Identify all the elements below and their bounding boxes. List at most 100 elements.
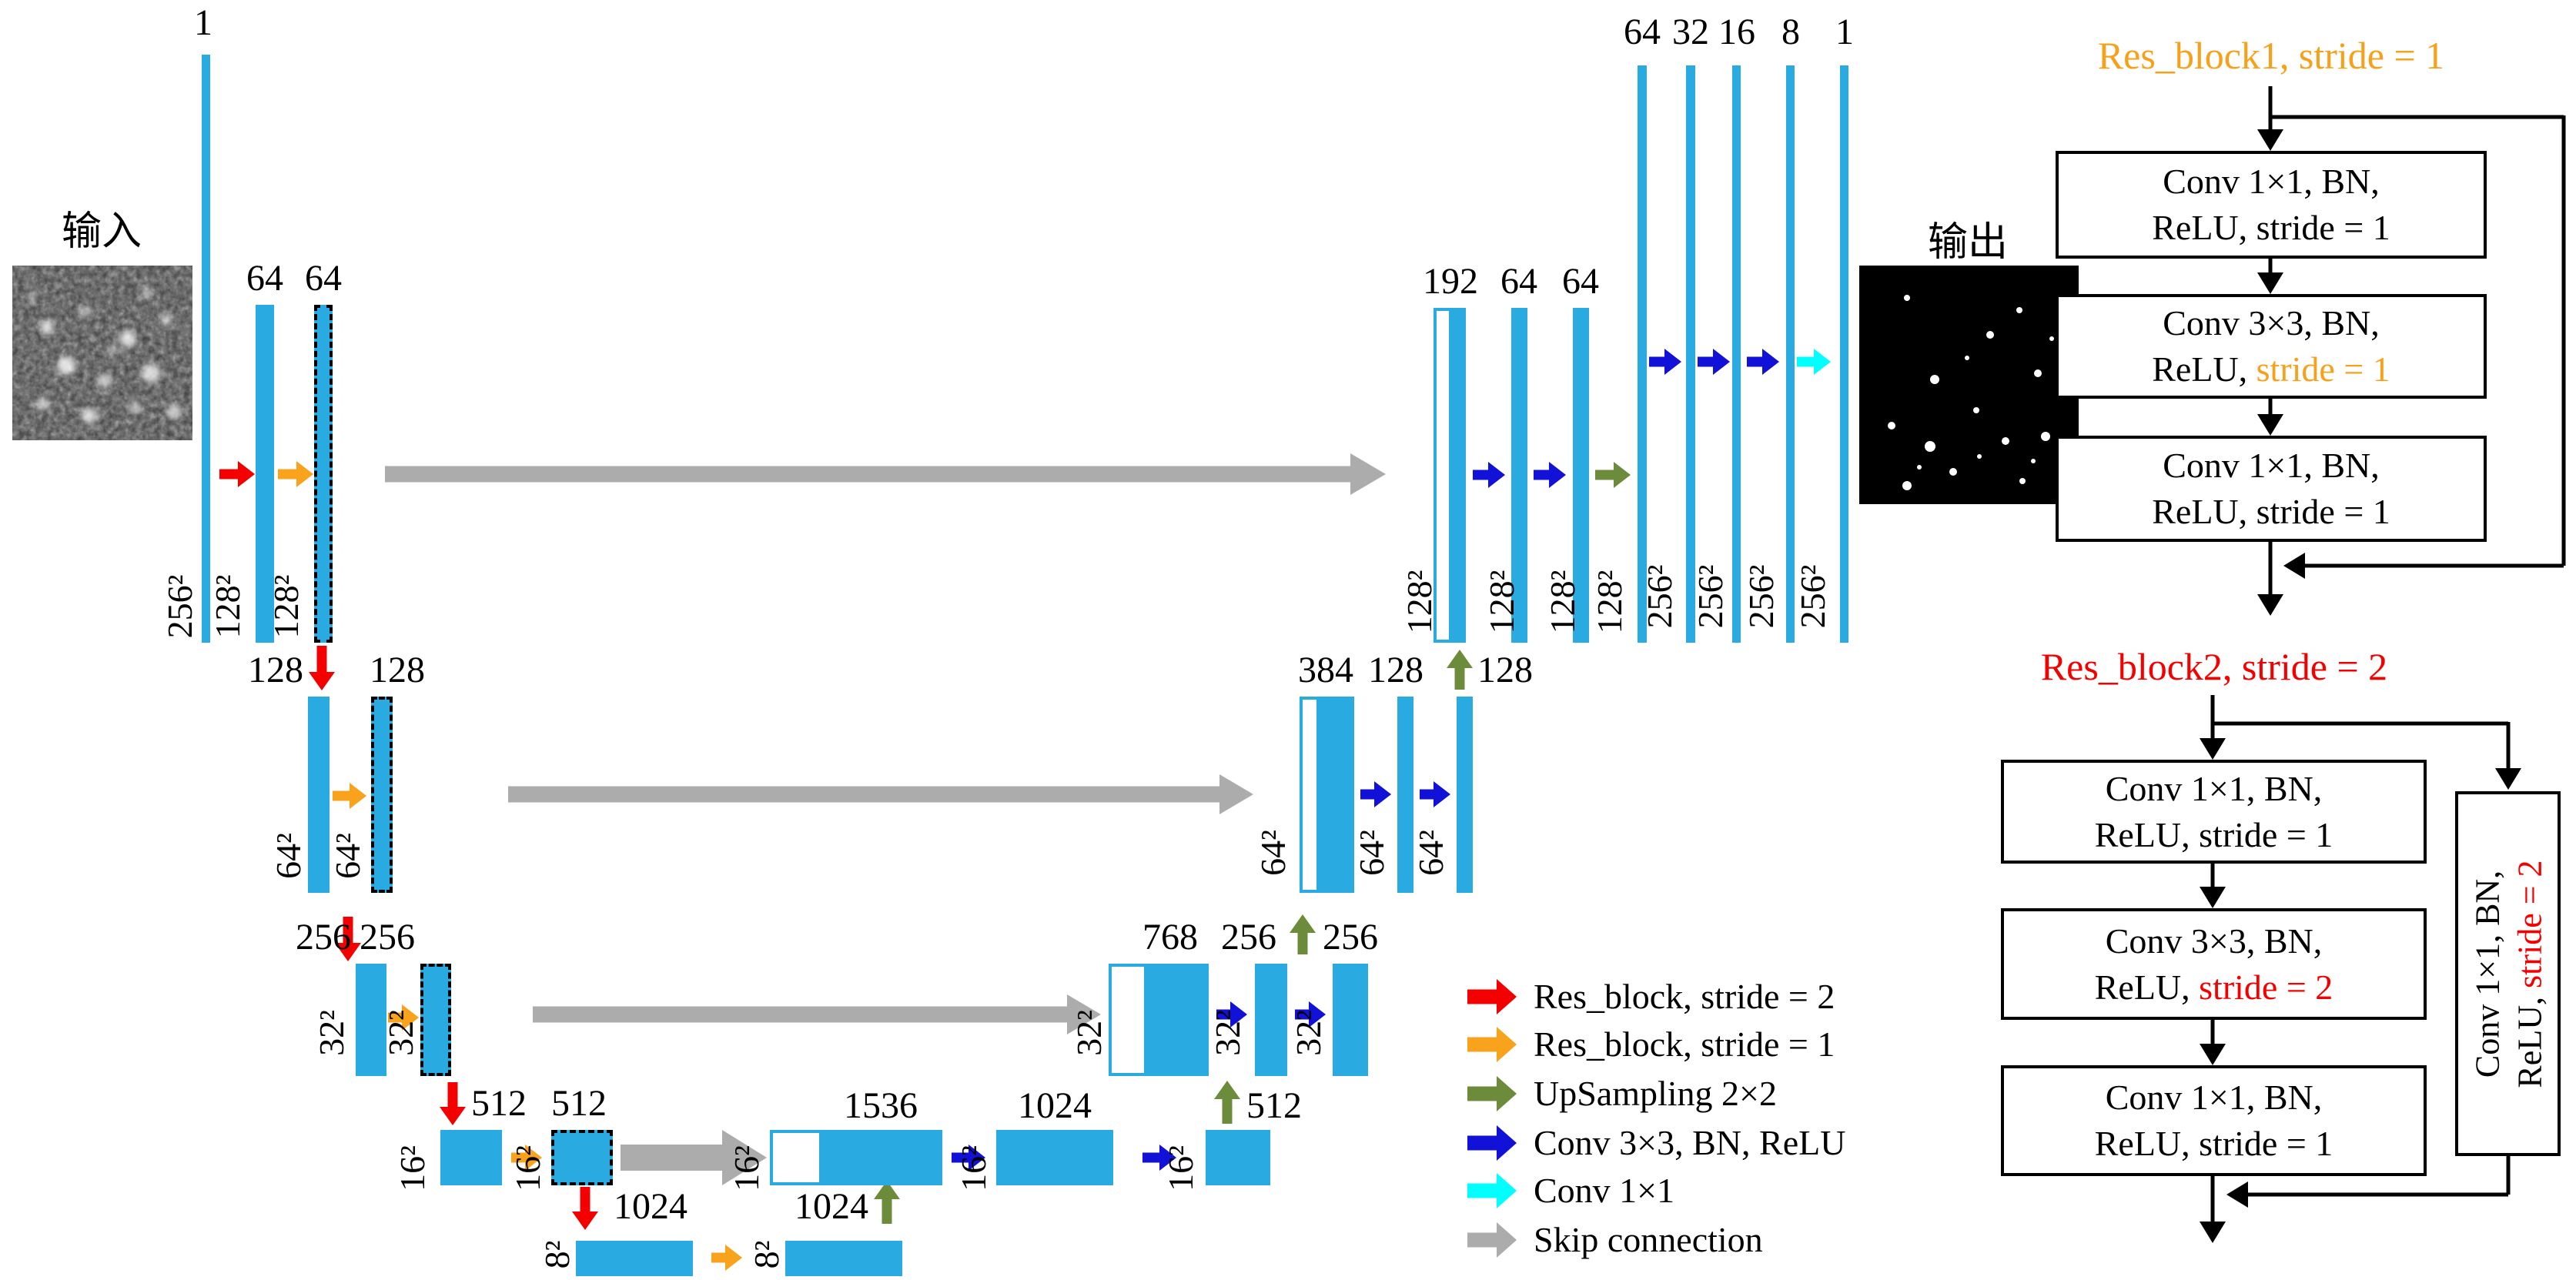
conv3x3-arrow-d4-2 xyxy=(1142,1145,1176,1171)
box-text-stride: stride = 1 xyxy=(2199,1124,2333,1163)
res-block2-conv3: Conv 1×1, BN, ReLU, stride = 1 xyxy=(2001,1065,2427,1176)
dec3-concat-bar xyxy=(1147,964,1209,1076)
enc4-bar-b-skip-source xyxy=(551,1130,613,1185)
channel-label: 8 xyxy=(1781,12,1800,52)
dec3-concat-skip-part xyxy=(1109,964,1147,1076)
dec2-bar-b xyxy=(1397,697,1413,893)
dec4-concat-skip-part xyxy=(770,1130,822,1185)
conv3x3-arrow-head-2 xyxy=(1698,349,1730,375)
channel-label: 256 xyxy=(360,917,415,957)
res-block2-conv2: Conv 3×3, BN, ReLU, stride = 2 xyxy=(2001,908,2427,1020)
size-label: 256² xyxy=(1793,564,1832,629)
flow-arrowhead xyxy=(2200,738,2226,760)
head-bar-32 xyxy=(1686,65,1695,643)
channel-label: 64 xyxy=(1624,12,1661,52)
size-label: 64² xyxy=(328,833,367,879)
channel-label: 384 xyxy=(1298,650,1353,690)
skip-connection-l2 xyxy=(508,774,1253,814)
legend-cyan-arrow-icon xyxy=(1467,1173,1517,1208)
enc3-bar-a xyxy=(356,964,386,1076)
dec2-bar-c xyxy=(1457,697,1473,893)
downsample-arrow-l3-l4 xyxy=(440,1082,466,1125)
flow-arrowhead xyxy=(2495,768,2521,790)
size-label: 16² xyxy=(508,1145,547,1191)
head-bar-8 xyxy=(1786,65,1795,643)
size-label: 128² xyxy=(208,574,247,639)
flow-arrowhead xyxy=(2200,887,2226,908)
channel-label: 64 xyxy=(1562,261,1599,302)
legend-orange-arrow-icon xyxy=(1467,1027,1517,1062)
size-label: 128² xyxy=(1400,570,1439,634)
dec1-bar-b xyxy=(1511,308,1527,643)
flow-arrowhead xyxy=(2257,414,2283,436)
head-bar-64 xyxy=(1638,65,1647,643)
res-block1-conv1: Conv 1×1, BN, ReLU, stride = 1 xyxy=(2056,151,2487,259)
flow-arrowhead xyxy=(2200,1044,2226,1065)
dec1-bar-c xyxy=(1573,308,1589,643)
conv3x3-arrow-head-1 xyxy=(1649,349,1681,375)
input-label: 输入 xyxy=(61,210,142,254)
flow-arrowhead xyxy=(2257,129,2283,151)
box-text: Conv 1×1, BN, xyxy=(2163,446,2380,486)
enc3-bar-b-skip-source xyxy=(420,964,451,1076)
box-text: Conv 1×1, BN, xyxy=(2468,870,2506,1078)
enc2-bar-b-skip-source xyxy=(371,697,393,893)
channel-label: 256 xyxy=(1221,917,1276,957)
upsample-arrow-l3 xyxy=(1290,914,1316,954)
size-label: 256² xyxy=(1691,564,1730,629)
upsample-arrow-l5 xyxy=(874,1181,900,1224)
flow-arrowhead xyxy=(2257,594,2283,616)
skip-connection-l3 xyxy=(533,994,1101,1034)
channel-label: 128 xyxy=(370,650,425,690)
dec4-concat-bar xyxy=(822,1130,942,1185)
output-label: 输出 xyxy=(1927,221,2009,265)
size-label: 256² xyxy=(1640,564,1679,629)
box-text: Conv 1×1, BN, xyxy=(2105,1078,2323,1118)
channel-label: 64 xyxy=(1500,261,1537,302)
flow-arrowhead xyxy=(2257,272,2283,294)
conv3x3-arrow-d2-1 xyxy=(1360,781,1391,807)
dec3-bar-c xyxy=(1333,964,1368,1076)
head-bar-1 xyxy=(1840,65,1848,643)
dec2-concat-bar xyxy=(1320,697,1354,893)
size-label: 128² xyxy=(266,574,306,639)
channel-label: 1024 xyxy=(614,1186,687,1227)
channel-label: 512 xyxy=(551,1083,607,1124)
channel-label: 512 xyxy=(1246,1085,1302,1126)
dec1-concat-skip-part xyxy=(1434,308,1452,643)
size-label: 64² xyxy=(1352,830,1391,876)
channel-label: 1536 xyxy=(844,1085,918,1126)
size-label: 32² xyxy=(312,1010,351,1056)
downsample-arrow-l4-l5 xyxy=(572,1187,598,1230)
conv3x3-arrow-d4-1 xyxy=(952,1145,985,1171)
channel-label: 1 xyxy=(1835,12,1854,52)
res-block-s1-arrow-l1 xyxy=(278,461,313,487)
res-block2-shortcut-conv xyxy=(2455,791,2561,1156)
conv3x3-arrow-d1-1 xyxy=(1473,462,1505,488)
box-text-stride-highlight: stride = 2 xyxy=(2511,860,2548,989)
size-label: 256² xyxy=(160,574,199,639)
input-feature-bar xyxy=(202,55,210,643)
res-block2-shortcut-conv-text: Conv 1×1, BN, ReLU, stride = 2 xyxy=(2456,792,2561,1157)
size-label: 128² xyxy=(1543,570,1582,634)
flow-arrowhead xyxy=(2200,1222,2226,1243)
channel-label: 64 xyxy=(246,258,283,299)
channel-label: 32 xyxy=(1672,12,1709,52)
box-text: ReLU, xyxy=(2152,492,2257,531)
skip-connection-l4 xyxy=(621,1130,767,1185)
channel-label: 64 xyxy=(305,258,342,299)
dec5-bar xyxy=(785,1241,902,1276)
legend-red-arrow-icon xyxy=(1467,979,1517,1014)
channel-label: 128 xyxy=(248,650,303,690)
conv1x1-output-arrow xyxy=(1797,349,1831,375)
dec4-bar-b xyxy=(996,1130,1113,1185)
conv3x3-arrow-d3-2 xyxy=(1295,1001,1326,1028)
box-text: Conv 3×3, BN, xyxy=(2105,921,2323,961)
channel-label: 128 xyxy=(1368,650,1423,690)
dec3-bar-b xyxy=(1255,964,1287,1076)
flow-arrowhead xyxy=(2226,1181,2248,1208)
box-text: Conv 1×1, BN, xyxy=(2163,162,2380,202)
size-label: 64² xyxy=(1253,830,1293,876)
size-label: 16² xyxy=(393,1145,432,1191)
